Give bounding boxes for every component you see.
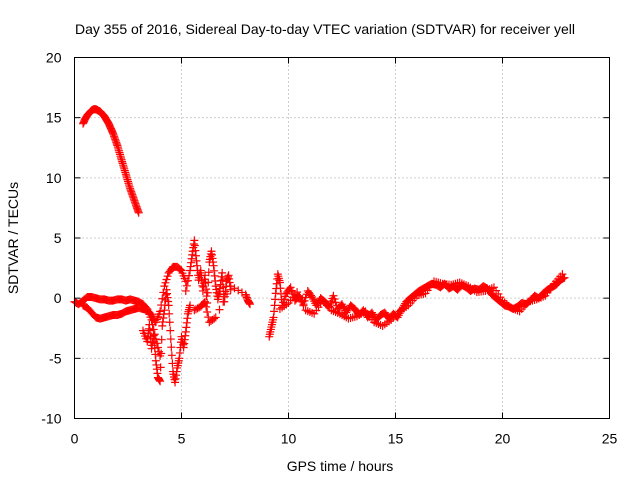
data-point: [164, 301, 173, 310]
data-point: [329, 291, 338, 300]
data-point: [293, 288, 302, 297]
data-point: [203, 308, 212, 317]
data-point: [558, 270, 567, 279]
data-point: [299, 301, 308, 310]
y-tick-label: -5: [49, 350, 62, 366]
data-point: [287, 286, 296, 295]
data-point: [210, 314, 219, 323]
data-point: [156, 377, 165, 386]
data-point: [301, 293, 310, 302]
x-axis: 0 5 10 15 20 25: [71, 57, 618, 447]
x-tick-label: 15: [388, 431, 404, 447]
data-point: [166, 326, 175, 335]
data-point: [237, 288, 246, 297]
data-point: [331, 298, 340, 307]
data-point: [201, 297, 210, 306]
data-point: [162, 275, 171, 284]
data-point: [167, 351, 176, 360]
y-tick-label: 15: [46, 110, 62, 126]
data-point: [297, 297, 306, 306]
data-point: [226, 282, 235, 291]
y-tick-label: 5: [54, 230, 62, 246]
grid-lines: [74, 57, 610, 419]
data-points: [70, 105, 569, 387]
x-tick-label: 0: [71, 431, 79, 447]
data-point: [286, 283, 295, 292]
data-point: [202, 302, 211, 311]
data-point: [183, 276, 192, 285]
data-point: [215, 305, 224, 314]
data-point: [165, 309, 174, 318]
data-point: [346, 314, 355, 323]
data-point: [182, 281, 191, 290]
data-point: [202, 292, 211, 301]
data-point: [295, 292, 304, 301]
data-point: [186, 301, 195, 310]
data-point: [167, 343, 176, 352]
data-point: [156, 363, 165, 372]
data-point: [184, 271, 193, 280]
y-tick-label: 0: [54, 290, 62, 306]
data-point: [245, 300, 254, 309]
data-point: [134, 208, 143, 217]
data-point: [161, 278, 170, 287]
x-tick-label: 20: [495, 431, 511, 447]
data-point: [163, 272, 172, 281]
data-point: [219, 297, 228, 306]
y-tick-label: -10: [41, 411, 61, 427]
data-point: [305, 308, 314, 317]
data-point: [204, 278, 213, 287]
y-tick-label: 10: [46, 170, 62, 186]
data-point: [218, 268, 227, 277]
data-point: [234, 286, 243, 295]
x-axis-label: GPS time / hours: [287, 458, 394, 474]
data-point: [150, 330, 159, 339]
data-point: [181, 286, 190, 295]
data-point: [166, 335, 175, 344]
data-point: [165, 318, 174, 327]
y-axis-label: SDTVAR / TECUs: [5, 182, 21, 294]
data-point: [202, 285, 211, 294]
data-point: [157, 335, 166, 344]
data-point: [222, 289, 231, 298]
x-tick-label: 25: [602, 431, 618, 447]
chart-title: Day 355 of 2016, Sidereal Day-to-day VTE…: [75, 21, 575, 37]
data-point: [211, 313, 220, 322]
y-tick-label: 20: [46, 50, 62, 66]
y-axis: -10 -5 0 5 10 15 20: [41, 50, 610, 427]
data-point: [230, 284, 239, 293]
data-point: [157, 349, 166, 358]
data-point: [204, 268, 213, 277]
data-point: [330, 295, 339, 304]
data-point: [203, 288, 212, 297]
x-tick-label: 5: [178, 431, 186, 447]
x-tick-label: 10: [281, 431, 297, 447]
